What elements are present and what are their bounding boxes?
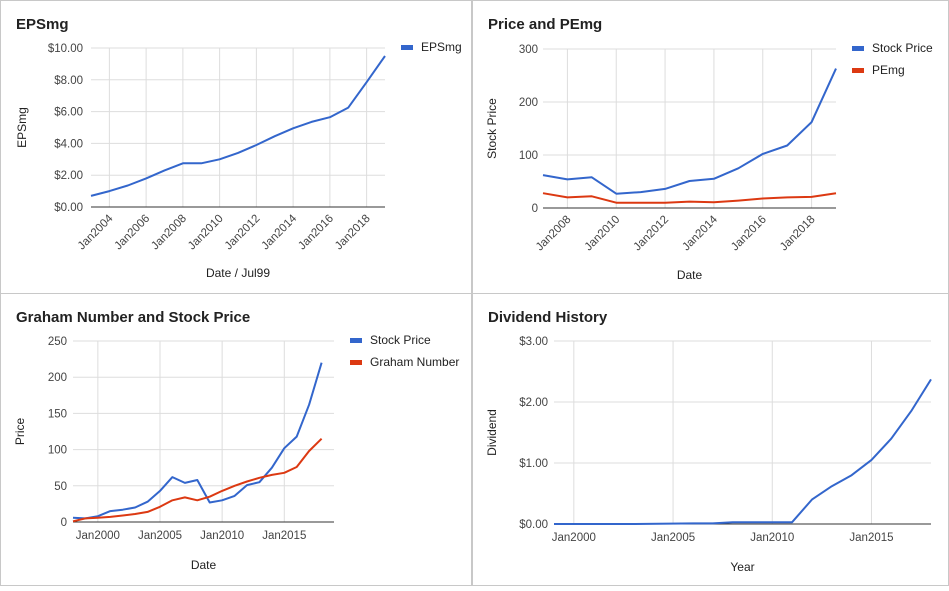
x-tick-label: Jan2005 <box>651 532 695 544</box>
x-tick-label: Jan2006 <box>113 213 153 253</box>
graham-chart-panel: Graham Number and Stock Price 0 50 100 150 20… <box>0 293 472 586</box>
series-line-dividend <box>554 378 932 525</box>
y-tick-label: 0 <box>61 517 67 529</box>
x-tick-label: Jan2010 <box>186 213 226 253</box>
price-pe-chart-panel: Price and PEmg 0 100 200 300 Jan2008 Jan2010 Ja… <box>472 0 949 294</box>
y-tick-label: 50 <box>54 481 67 493</box>
y-tick-label: $3.00 <box>519 336 548 348</box>
x-axis-label: Year <box>730 560 754 574</box>
y-axis-label: Stock Price <box>485 98 499 159</box>
series-line-stock-price <box>542 68 837 195</box>
legend-swatch <box>401 45 413 50</box>
y-tick-label: $0.00 <box>54 202 83 214</box>
x-tick-label: Jan2014 <box>680 213 720 253</box>
x-tick-label: Jan2004 <box>76 212 116 252</box>
legend-label: EPSmg <box>421 40 462 54</box>
x-tick-label: Jan2018 <box>778 214 818 254</box>
y-tick-label: 200 <box>48 372 67 384</box>
x-tick-label: Jan2016 <box>729 214 769 254</box>
legend-swatch <box>350 338 362 343</box>
y-tick-label: 0 <box>532 203 538 215</box>
x-tick-label: Jan2012 <box>223 213 263 253</box>
y-axis-label: Dividend <box>485 409 499 456</box>
y-axis-label: EPSmg <box>15 107 29 148</box>
series-line-pemg <box>542 192 837 204</box>
y-tick-label: $6.00 <box>54 107 83 119</box>
x-axis-label: Date / Jul99 <box>206 266 270 280</box>
chart-title: Dividend History <box>488 309 608 326</box>
legend-label: Stock Price <box>872 41 933 55</box>
legend-swatch <box>852 68 864 73</box>
x-axis-label: Date <box>191 558 217 572</box>
y-tick-label: 300 <box>519 44 538 56</box>
y-tick-label: 100 <box>48 445 67 457</box>
x-tick-label: Jan2010 <box>200 530 244 542</box>
y-tick-label: $1.00 <box>519 458 548 470</box>
y-tick-label: $10.00 <box>48 43 83 55</box>
x-tick-label: Jan2014 <box>260 212 300 252</box>
legend-swatch <box>852 46 864 51</box>
y-tick-label: 100 <box>519 150 538 162</box>
chart-title: Graham Number and Stock Price <box>16 309 250 326</box>
y-tick-label: $2.00 <box>54 170 83 182</box>
x-tick-label: Jan2005 <box>138 530 182 542</box>
series-line-stock-price <box>72 362 323 520</box>
y-tick-label: $4.00 <box>54 138 83 150</box>
x-tick-label: Jan2015 <box>262 530 306 542</box>
y-tick-label: $8.00 <box>54 75 83 87</box>
y-tick-label: 200 <box>519 97 538 109</box>
legend-label: Graham Number <box>370 355 459 369</box>
x-tick-label: Jan2000 <box>76 530 120 542</box>
chart-title: EPSmg <box>16 16 69 33</box>
x-axis-label: Date <box>677 268 703 282</box>
graham-chart: Graham Number and Stock Price 0 50 100 150 20… <box>13 309 459 572</box>
x-tick-label: Jan2015 <box>849 532 893 544</box>
series-line-graham-number <box>72 437 323 523</box>
eps-chart-panel: EPSmg $0.00 $2.00 $4.00 $6.00 $8.00 $10.00 Jan2… <box>0 0 472 294</box>
dividend-chart-panel: Dividend History $0.00 $1.00 $2.00 $3.00 Jan2… <box>472 293 949 586</box>
legend-label: Stock Price <box>370 333 431 347</box>
y-axis-label: Price <box>13 418 27 446</box>
x-tick-label: Jan2018 <box>333 213 373 253</box>
y-tick-label: $2.00 <box>519 397 548 409</box>
x-tick-label: Jan2016 <box>296 213 336 253</box>
x-tick-label: Jan2010 <box>583 214 623 254</box>
x-tick-label: Jan2010 <box>750 532 794 544</box>
legend-swatch <box>350 360 362 365</box>
eps-chart: EPSmg $0.00 $2.00 $4.00 $6.00 $8.00 $10.00 Jan2… <box>15 16 462 280</box>
y-tick-label: $0.00 <box>519 519 548 531</box>
x-tick-label: Jan2000 <box>552 532 596 544</box>
chart-title: Price and PEmg <box>488 16 602 33</box>
y-tick-label: 150 <box>48 408 67 420</box>
y-tick-label: 250 <box>48 336 67 348</box>
x-tick-label: Jan2008 <box>149 213 189 253</box>
x-tick-label: Jan2012 <box>632 214 672 254</box>
series-line-epsmg <box>90 55 386 197</box>
legend-label: PEmg <box>872 63 905 77</box>
x-tick-label: Jan2008 <box>534 214 574 254</box>
dividend-chart: Dividend History $0.00 $1.00 $2.00 $3.00 Jan2… <box>485 309 932 574</box>
